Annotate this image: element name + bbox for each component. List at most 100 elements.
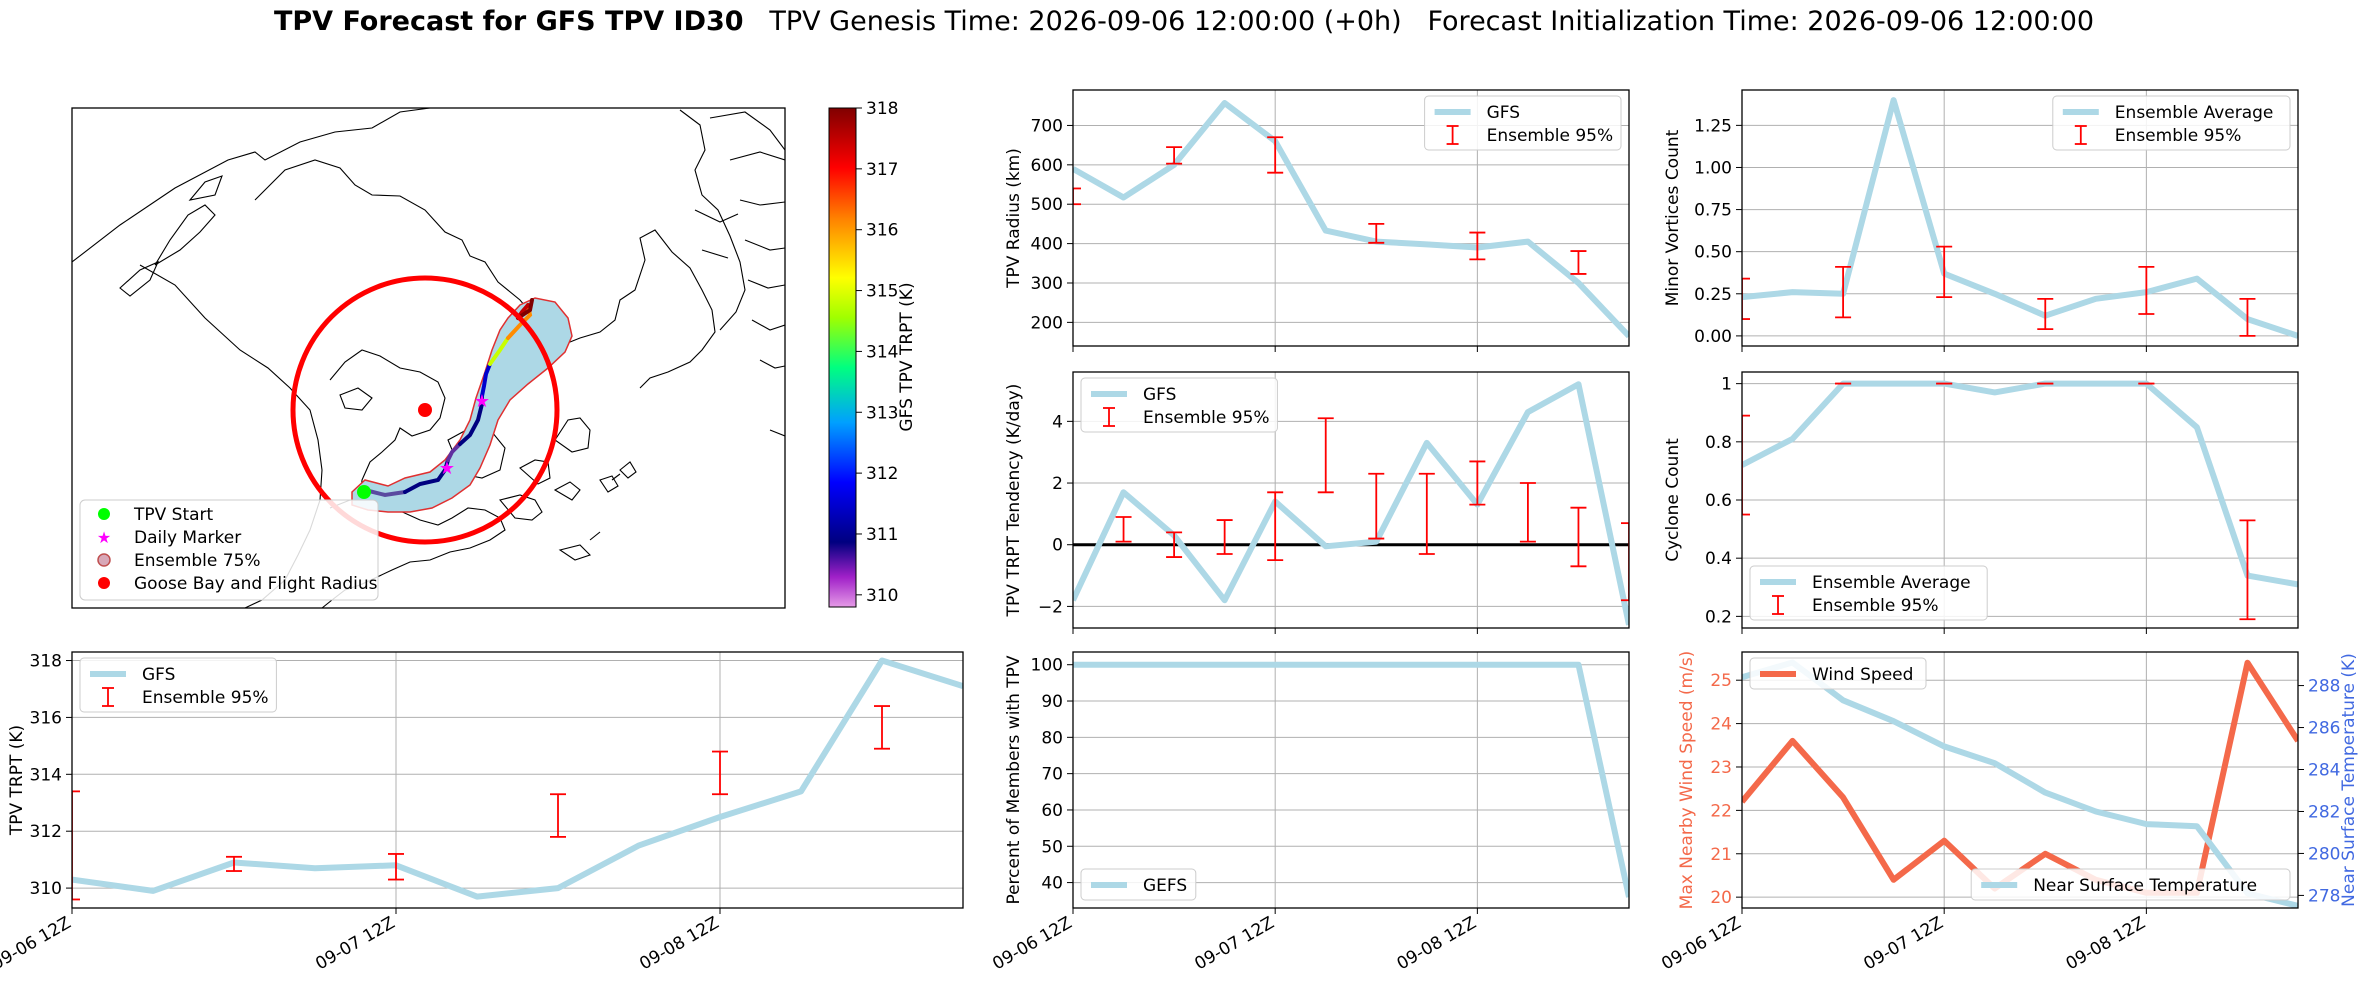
wind-ylabel: Max Nearby Wind Speed (m/s) [1677,651,1697,910]
trpt-legend: GFS Ensemble 95% [79,657,277,713]
radius-ytick-label-5: 700 [1031,116,1063,136]
colorbar-tick-label-8: 318 [866,99,898,119]
trpt-ytick-label-2: 314 [30,765,62,785]
percent-ytick-label-4: 80 [1041,728,1063,748]
cyclone-legend-errorbar-1 [1772,595,1784,615]
figure-title: TPV Forecast for GFS TPV ID30 TPV Genesi… [0,6,2368,37]
tendency-errorbar-11 [1621,522,1629,602]
trpt-chart: 310 312 314 316 318 09-06 12Z 09-07 12Z 09-08 1… [0,651,964,974]
tpv-track [363,298,534,498]
tendency-legend-label-0: GFS [1143,385,1176,405]
trpt-errorbar-4 [712,750,728,796]
percent-frame [1072,651,1630,909]
radius-legend-box [1424,95,1622,151]
colorbar-tick-label-0: 310 [866,586,898,606]
wind-legend-label-0: Near Surface Temperature [2033,876,2257,896]
percent-chart: 40 50 60 70 80 90 100 09-06 12Z 09-07 12Z 09-08 1… [989,651,1630,974]
percent-ytick-label-6: 100 [1031,656,1063,676]
tendency-errorbar-7 [1418,472,1435,555]
radius-ylabel: TPV Radius (km) [1004,148,1024,289]
radius-chart: 200 300 400 500 600 700 TPV Radius (km) GFS Ense… [1004,89,1630,352]
legend-daily-marker: Daily Marker [134,528,241,548]
wind-ytick-label-2: 22 [1710,801,1732,821]
percent-legend-box [1080,868,1197,901]
cyclone-series-0-line [1742,380,2298,588]
tendency-legend-errorbar-1 [1103,407,1115,427]
colorbar-tick-label-7: 317 [866,160,898,180]
percent-ytick-label-1: 50 [1041,837,1063,857]
trpt-series-0-line [72,657,963,900]
percent-series-group [1073,661,1629,898]
wind-y2tick-label-0: 278 [2308,886,2340,906]
legend-ensemble-icon [97,553,111,567]
percent-ytick-label-2: 60 [1041,801,1063,821]
tpv-start-marker [357,485,371,499]
colorbar-tick-label-2: 312 [866,464,898,484]
cyclone-errorbar-5 [2239,519,2256,621]
minor-ytick-label-3: 0.75 [1694,201,1732,221]
percent-xtick-label-0: 09-06 12Z [989,913,1075,974]
wind-ytick-label-3: 23 [1710,758,1732,778]
trpt-ytick-label-3: 316 [30,708,62,728]
minor-errorbar-0 [1742,277,1750,320]
minor-ylabel: Minor Vortices Count [1663,129,1683,306]
tendency-ylabel: TPV TRPT Tendency (K/day) [1004,384,1024,618]
radius-ytick-label-3: 500 [1031,195,1063,215]
colorbar-tick-label-4: 314 [866,342,898,362]
cyclone-legend-label-0: Ensemble Average [1812,573,1971,593]
cyclone-errorbar-0 [1742,414,1750,516]
minor-errorbar-5 [2239,297,2256,337]
colorbar-tick-label-5: 315 [866,282,898,302]
tendency-errorbar-2 [1166,531,1183,558]
tendency-ytick-label-3: 4 [1052,412,1063,432]
wind-y2tick-label-4: 286 [2308,719,2340,739]
cyclone-ytick-label-2: 0.6 [1705,491,1732,511]
wind-legend-box [1749,657,1927,690]
wind-y2tick-label-2: 282 [2308,802,2340,822]
minor-errorbar-4 [2138,265,2155,315]
tendency-errorbar-3 [1216,519,1233,555]
minor-errorbar-3 [2037,297,2054,331]
percent-legend: GEFS [1080,868,1197,901]
legend-daily-marker-icon: ★ [97,528,111,547]
wind-y2tick-label-3: 284 [2308,761,2340,781]
radius-ytick-label-2: 400 [1031,235,1063,255]
cyclone-legend-box [1749,565,1988,621]
minor-ytick-label-2: 0.50 [1694,243,1732,263]
map-legend: TPV Start ★ Daily Marker Ensemble 75% Go… [79,499,379,601]
cyclone-ytick-label-0: 0.2 [1705,607,1732,627]
trpt-ytick-label-0: 310 [30,879,62,899]
minor-chart: 0.00 0.25 0.50 0.75 1.00 1.25 Minor Vortices C… [1663,89,2299,352]
wind-series-1-line [1742,659,2298,908]
legend-tpv-start: TPV Start [133,505,214,525]
trpt-legend-errorbar-1 [102,687,114,707]
minor-ytick-label-1: 0.25 [1694,285,1732,305]
cyclone-ytick-label-1: 0.4 [1705,549,1732,569]
radius-errorbar-3 [1267,136,1284,174]
tendency-errorbar-5 [1317,417,1334,494]
wind-ytick-label-1: 21 [1710,845,1732,865]
trpt-errorbar-2 [388,853,404,881]
tendency-ytick-label-0: −2 [1038,597,1063,617]
tendency-errorbar-8 [1469,460,1486,506]
wind-xtick-label-2: 09-08 12Z [2063,913,2149,974]
colorbar: 310 311 312 313 314 315 316 317 318 GFS TPV TRPT… [828,99,917,608]
radius-errorbar-0 [1073,187,1081,206]
percent-ytick-label-3: 70 [1041,765,1063,785]
goose-bay-marker [418,403,432,417]
trpt-legend-box [79,657,277,713]
cyclone-chart: 0.2 0.4 0.6 0.8 1 Cyclone Count Ensemble Avera… [1663,371,2299,634]
tendency-errorbar-9 [1519,482,1536,543]
tendency-errorbar-6 [1368,472,1385,540]
legend-goose-bay: Goose Bay and Flight Radius [134,574,378,594]
tendency-legend-box [1080,377,1278,433]
minor-series-0-line [1742,97,2298,339]
cyclone-ylabel: Cyclone Count [1663,438,1683,562]
cyclone-legend: Ensemble Average Ensemble 95% [1749,565,1988,621]
minor-ytick-label-4: 1.00 [1694,158,1732,178]
wind-chart: 20 21 22 23 24 25 09-06 12Z 09-07 12Z 09-08 12Z M… [1658,651,2359,975]
legend-ensemble-75: Ensemble 75% [134,551,261,571]
wind-xtick-label-1: 09-07 12Z [1860,913,1946,974]
goose-bay-flight-radius [290,275,560,545]
